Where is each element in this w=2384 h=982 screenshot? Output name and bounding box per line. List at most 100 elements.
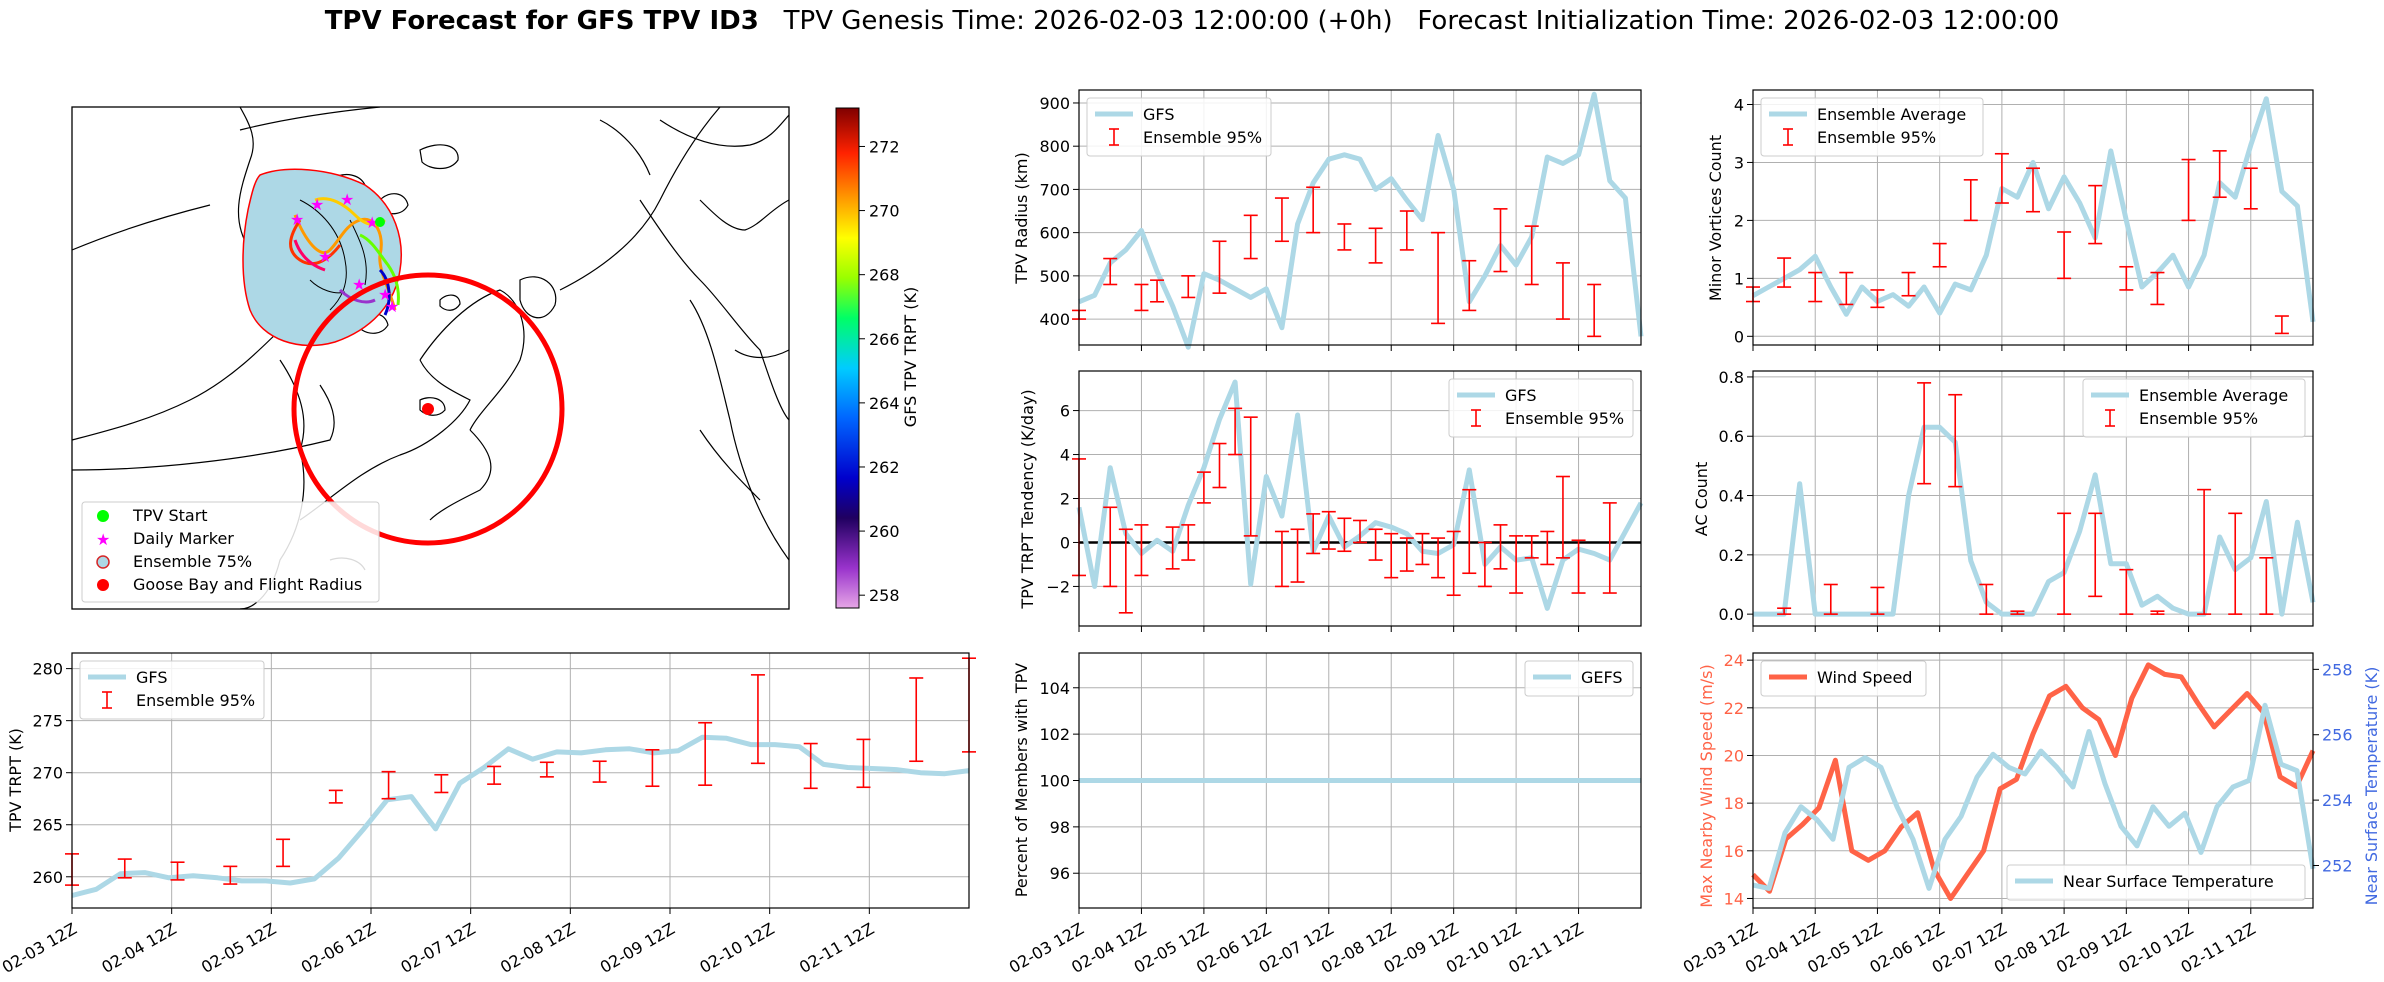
colorbar-tick-label: 264 [869, 394, 900, 413]
y-tick-label: 102 [1039, 725, 1070, 744]
legend-daily-marker: Daily Marker [133, 529, 234, 548]
map-panel: ★ ★ ★ ★ ★ ★ ★ ★ TPV Start ★ Daily Marker… [71, 106, 920, 610]
colorbar-ticks: 258 260 262 264 266 268 270 272 [859, 137, 900, 605]
legend-label: Ensemble 95% [2139, 409, 2258, 428]
plot-frame [1078, 370, 1642, 627]
title-init: Forecast Initialization Time: 2026-02-03… [1417, 6, 2060, 36]
colorbar-tick-label: 272 [869, 137, 900, 156]
y-tick-label: 1 [1734, 269, 1744, 288]
y2-tick-label: 254 [2322, 791, 2353, 810]
colorbar-tick-label: 270 [869, 202, 900, 221]
legend-label: Ensemble Average [2139, 386, 2288, 405]
percent-ylabel: Percent of Members with TPV [1012, 663, 1031, 897]
legend-label: Wind Speed [1817, 668, 1912, 687]
y-tick-label: 0.8 [1719, 368, 1744, 387]
legend-tpv-start-icon [97, 510, 109, 522]
y-tick-label: 18 [1724, 794, 1744, 813]
series-line-gfs [1078, 91, 1644, 350]
plot-frame [1752, 370, 2314, 627]
goose-bay-marker [422, 403, 434, 415]
goose-bay-flight-radius [291, 272, 565, 546]
legend-label: GEFS [1581, 668, 1623, 687]
y2-tick-label: 256 [2322, 726, 2353, 745]
minor-ylabel: Minor Vortices Count [1706, 135, 1725, 301]
radius-ylabel: TPV Radius (km) [1012, 152, 1031, 285]
series-line-wind-speed [1751, 662, 2316, 901]
svg-text:★: ★ [378, 285, 392, 304]
panel-minor-vortices: 0 1 2 3 4 Ensemble Average Ensemble 95% Minor … [1706, 89, 2316, 351]
y-tick-label: 0.4 [1719, 487, 1744, 506]
series-line-gfs [71, 734, 970, 898]
colorbar-tick-label: 266 [869, 330, 900, 349]
svg-text:★: ★ [365, 213, 379, 232]
title-genesis: TPV Genesis Time: 2026-02-03 12:00:00 (+… [783, 6, 1393, 36]
y-tick-label: 0.0 [1719, 605, 1744, 624]
y-tick-label: 22 [1724, 699, 1744, 718]
legend-box [1524, 660, 1634, 697]
y-tick-label: 0.6 [1719, 427, 1744, 446]
colorbar: 258 260 262 264 266 268 270 272 GFS TPV TRPT (K… [835, 107, 920, 609]
svg-text:★: ★ [385, 297, 399, 316]
legend-label: Ensemble 95% [1143, 128, 1262, 147]
tpv-start-marker [375, 217, 385, 227]
y-tick-label: 700 [1039, 180, 1070, 199]
y-tick-label: 270 [32, 764, 63, 783]
y-tick-label: 400 [1039, 310, 1070, 329]
legend-goose-bay: Goose Bay and Flight Radius [133, 575, 362, 594]
plot-frame [71, 652, 970, 909]
y-tick-label: 0.2 [1719, 546, 1744, 565]
y-tick-label: 2 [1734, 211, 1744, 230]
y-tick-label: 104 [1039, 679, 1070, 698]
x-tick-label: 02-07 12Z [397, 919, 478, 977]
x-tick-label: 02-05 12Z [198, 919, 279, 977]
x-tick-label: 02-04 12Z [98, 919, 179, 977]
x-tick-label: 02-10 12Z [696, 919, 777, 977]
colorbar-tick-label: 258 [869, 586, 900, 605]
y-tick-label: 280 [32, 660, 63, 679]
plot-frame [1078, 652, 1642, 909]
y-tick-label: 98 [1050, 818, 1070, 837]
x-tick-label: 02-06 12Z [298, 919, 379, 977]
svg-text:★: ★ [310, 195, 324, 214]
legend-box [1760, 97, 1984, 157]
x-tick-label: 02-09 12Z [597, 919, 678, 977]
legend-box [1760, 660, 1927, 697]
legend-label: GFS [1143, 105, 1174, 124]
legend-ensemble-75-icon [96, 555, 110, 569]
y-tick-label: 900 [1039, 94, 1070, 113]
wind-ylabel: Max Nearby Wind Speed (m/s) [1697, 664, 1716, 907]
legend-box [2006, 864, 2306, 901]
y-tick-label: 4 [1734, 95, 1744, 114]
figure-title: TPV Forecast for GFS TPV ID3 TPV Genesis… [0, 6, 2384, 36]
colorbar-tick-label: 268 [869, 266, 900, 285]
x-tick-label: 02-08 12Z [497, 919, 578, 977]
panel-tendency: −2 0 2 4 6 GFS Ensemble 95% TPV TRPT Tendency … [1018, 370, 1644, 632]
svg-text:★: ★ [340, 190, 354, 209]
svg-text:★: ★ [318, 247, 332, 266]
legend-label: Ensemble Average [1817, 105, 1966, 124]
legend-box [1086, 97, 1272, 157]
y-tick-label: −2 [1046, 577, 1070, 596]
y-tick-label: 600 [1039, 224, 1070, 243]
daily-markers: ★ ★ ★ ★ ★ ★ ★ ★ [290, 190, 399, 316]
legend-label: Ensemble 95% [1817, 128, 1936, 147]
y2-tick-label: 252 [2322, 857, 2353, 876]
y-tick-label: 24 [1724, 651, 1744, 670]
y-tick-label: 14 [1724, 889, 1744, 908]
colorbar-tick-label: 260 [869, 522, 900, 541]
y-tick-label: 2 [1060, 490, 1070, 509]
legend-daily-marker-icon: ★ [96, 530, 110, 549]
x-tick-label: 02-11 12Z [796, 919, 877, 977]
colorbar-tick-label: 262 [869, 458, 900, 477]
map-legend: TPV Start ★ Daily Marker Ensemble 75% Go… [81, 501, 380, 603]
y-tick-label: 0 [1060, 533, 1070, 552]
series-line-near-surface-temperature [1752, 702, 2316, 891]
legend-tpv-start: TPV Start [132, 506, 208, 525]
y2-tick-label: 258 [2322, 660, 2353, 679]
legend-goose-bay-icon [97, 579, 109, 591]
plot-frame [1078, 89, 1642, 346]
panel-trpt: 02-03 12Z 02-04 12Z 02-05 12Z 02-06 12Z 02-0… [0, 652, 976, 977]
